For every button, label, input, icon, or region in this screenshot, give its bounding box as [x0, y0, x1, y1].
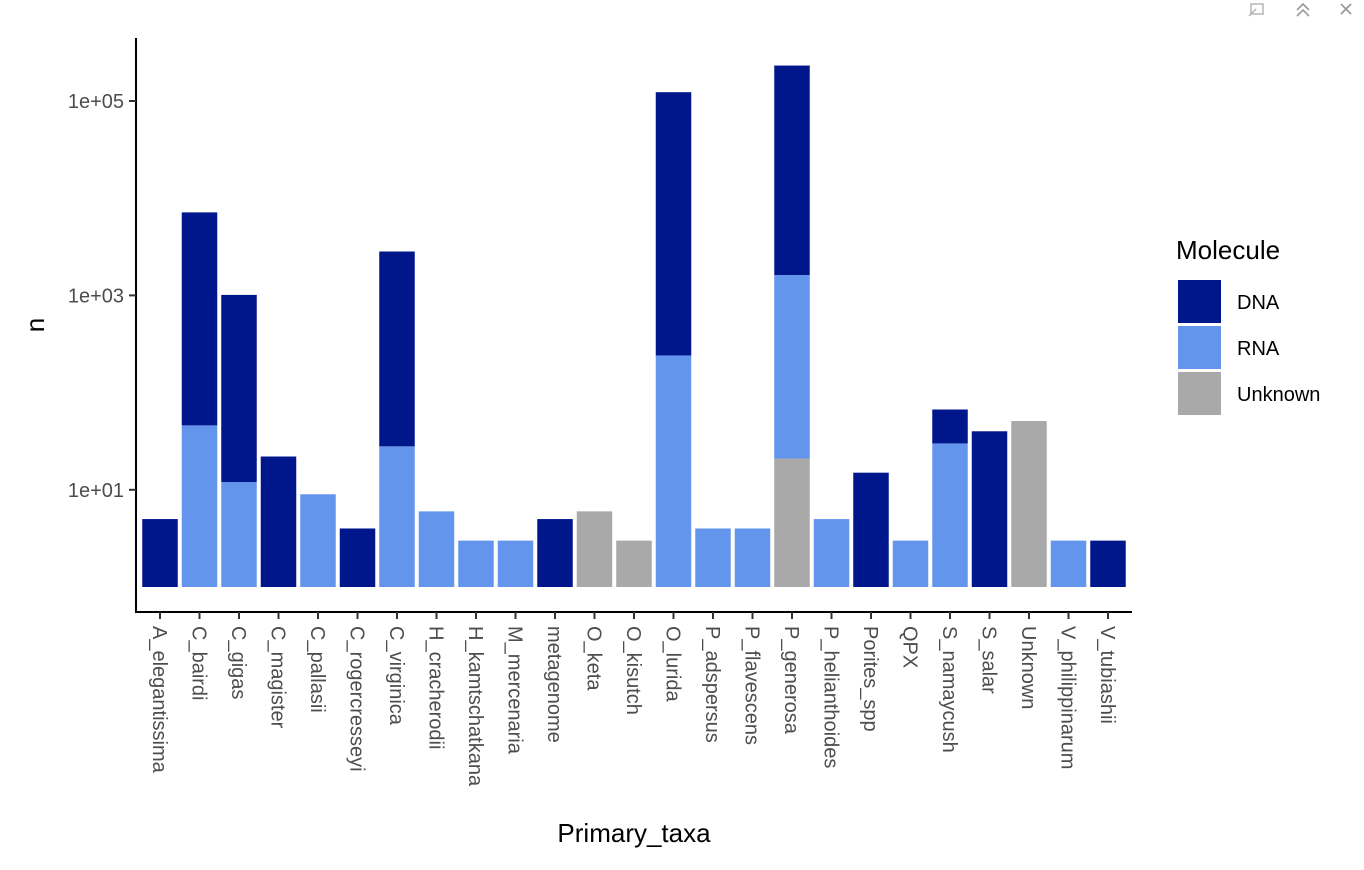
- legend-key-unknown: [1178, 372, 1221, 415]
- x-tick-label: S_salar: [978, 626, 1000, 694]
- x-tick-label: QPX: [899, 626, 921, 668]
- bar-segment-rna: [932, 443, 968, 587]
- legend-label-rna: RNA: [1237, 338, 1280, 360]
- x-tick-label: P_helianthoides: [820, 626, 842, 768]
- x-tick-label: C_rogercresseyi: [346, 626, 368, 772]
- bar-segment-dna: [260, 456, 297, 587]
- x-tick-label: P_generosa: [780, 626, 802, 735]
- x-tick-label: P_adspersus: [701, 626, 723, 743]
- bar-segment-rna: [418, 511, 455, 587]
- x-tick-label: C_gigas: [227, 626, 249, 699]
- bar-segment-unknown: [1011, 421, 1047, 587]
- bar-segment-dna: [853, 472, 889, 587]
- bar-segment-rna: [497, 540, 534, 587]
- x-tick-label: C_pallasii: [306, 626, 328, 713]
- x-tick-label: O_keta: [583, 626, 605, 691]
- legend: Molecule DNA RNA Unknown: [1176, 235, 1320, 415]
- window-controls: [1248, 0, 1354, 18]
- x-tick-label: A_elegantissima: [148, 626, 170, 774]
- x-tick-label: P_flavescens: [741, 626, 763, 745]
- bar-segment-dna: [181, 212, 218, 426]
- x-tick-label: metagenome: [543, 626, 565, 743]
- bar-segment-dna: [379, 251, 415, 447]
- y-axis-title: n: [20, 318, 50, 332]
- bar-segment-rna: [379, 446, 415, 587]
- y-tick-label: 1e+05: [68, 91, 124, 113]
- bar-segment-dna: [971, 431, 1008, 587]
- x-tick-label: C_magister: [267, 626, 289, 729]
- bars-layer: [142, 65, 1126, 587]
- x-tick-label: H_kamtschatkana: [464, 626, 486, 787]
- bar-segment-dna: [774, 65, 810, 276]
- close-icon[interactable]: [1338, 1, 1354, 17]
- bar-segment-rna: [695, 528, 731, 587]
- x-tick-label: O_kisutch: [622, 626, 644, 715]
- x-tick-label: H_cracherodii: [425, 626, 447, 749]
- x-tick-label: Porites_spp: [859, 626, 881, 732]
- bar-segment-rna: [655, 355, 692, 587]
- legend-label-unknown: Unknown: [1237, 384, 1320, 406]
- x-tick-label: C_virginica: [385, 626, 407, 726]
- y-tick-label: 1e+01: [68, 480, 124, 502]
- x-axis-ticks: A_elegantissima C_bairdi C_gigas C_magister…: [148, 612, 1118, 787]
- bar-segment-rna: [458, 540, 494, 587]
- bar-segment-dna: [142, 519, 178, 587]
- bar-segment-dna: [537, 519, 573, 587]
- x-tick-label: S_namaycush: [938, 626, 960, 753]
- bar-segment-rna: [1050, 540, 1087, 587]
- bar-segment-rna: [221, 482, 257, 587]
- legend-key-dna: [1178, 280, 1221, 323]
- bar-segment-unknown: [576, 511, 613, 587]
- y-axis-ticks: 1e+01 1e+03 1e+05: [68, 91, 136, 502]
- x-axis-title: Primary_taxa: [557, 818, 711, 848]
- legend-title: Molecule: [1176, 235, 1280, 265]
- bar-segment-rna: [734, 528, 771, 587]
- bar-segment-rna: [181, 425, 218, 587]
- collapse-icon[interactable]: [1294, 1, 1312, 17]
- x-tick-label: C_bairdi: [188, 626, 210, 700]
- popout-icon[interactable]: [1248, 1, 1268, 17]
- x-tick-label: V_philippinarum: [1057, 626, 1079, 769]
- x-tick-label: Unknown: [1017, 626, 1039, 709]
- bar-segment-rna: [813, 519, 850, 587]
- bar-segment-rna: [774, 275, 810, 459]
- x-tick-label: V_tubiashii: [1096, 626, 1118, 724]
- bar-segment-dna: [1090, 540, 1126, 587]
- bar-segment-dna: [655, 92, 692, 356]
- x-tick-label: O_lurida: [662, 626, 684, 702]
- x-tick-label: M_mercenaria: [504, 626, 526, 755]
- bar-segment-dna: [932, 409, 968, 444]
- legend-key-rna: [1178, 326, 1221, 369]
- bar-segment-unknown: [616, 540, 652, 587]
- bar-segment-rna: [892, 540, 929, 587]
- bar-segment-unknown: [774, 458, 810, 587]
- legend-label-dna: DNA: [1237, 292, 1280, 314]
- bar-segment-dna: [221, 294, 257, 483]
- y-tick-label: 1e+03: [68, 285, 124, 307]
- bar-segment-dna: [339, 528, 376, 587]
- bar-segment-rna: [300, 494, 336, 587]
